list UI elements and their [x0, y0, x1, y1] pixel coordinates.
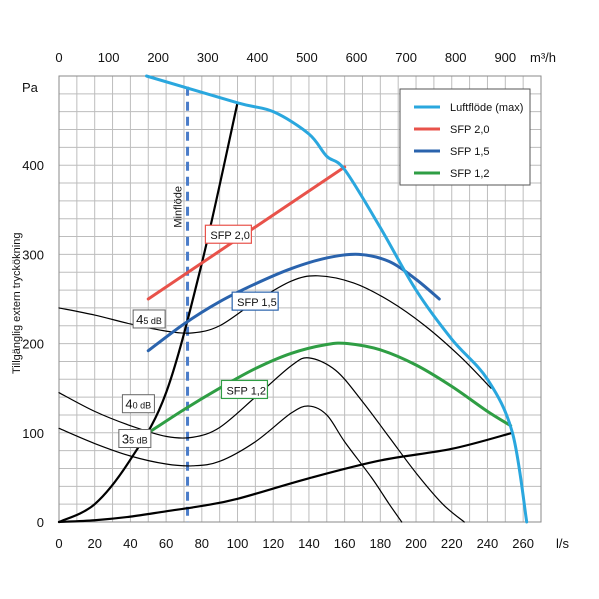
top-axis-ticks: 0 100 200 300 400 500 600 700 800 900 [55, 50, 516, 65]
y-tick-label: 300 [22, 247, 44, 262]
annotations: Minflöde SFP 2,0 SFP 1,5 SFP 1,2 45 dB 40 dB 3… [118, 186, 279, 449]
legend-label: SFP 2,0 [450, 124, 490, 136]
top-tick-label: 300 [197, 50, 219, 65]
x-tick-label: 240 [477, 536, 499, 551]
series-line-luftfl-de-max- [144, 74, 529, 524]
top-tick-label: 100 [98, 50, 120, 65]
top-axis-unit: m³/h [530, 50, 556, 65]
x-tick-label: 180 [369, 536, 391, 551]
x-tick-label: 200 [405, 536, 427, 551]
db-label: 35 dB [122, 432, 148, 447]
x-tick-label: 140 [298, 536, 320, 551]
x-tick-label: 100 [227, 536, 249, 551]
x-axis-ticks: 0 20 40 60 80 100 120 140 160 180 200 220 240 260 [55, 536, 534, 551]
x-tick-label: 220 [441, 536, 463, 551]
y-axis-unit: Pa [22, 80, 39, 95]
minflow-label: Minflöde [173, 186, 185, 228]
system-curve-line [57, 431, 514, 524]
x-tick-label: 0 [55, 536, 62, 551]
x-tick-label: 260 [512, 536, 534, 551]
y-axis-ticks: 0 100 200 300 400 [22, 158, 44, 530]
y-axis-label: Tillgänglig extern tryckökning [11, 233, 23, 374]
sfp-label-box [220, 379, 269, 400]
sfp-label-box [231, 291, 279, 311]
db-label: 45 dB [136, 312, 162, 327]
x-tick-label: 160 [334, 536, 356, 551]
x-tick-label: 120 [262, 536, 284, 551]
plot-frame [58, 75, 542, 523]
legend-label: SFP 1,2 [450, 168, 490, 180]
y-tick-label: 200 [22, 337, 44, 352]
top-tick-label: 900 [494, 50, 516, 65]
x-tick-label: 20 [87, 536, 101, 551]
y-tick-label: 100 [22, 426, 44, 441]
db-label-box [132, 309, 166, 329]
x-tick-label: 80 [195, 536, 209, 551]
db-label-box [121, 394, 155, 414]
x-tick-label: 40 [123, 536, 137, 551]
x-tick-label: 60 [159, 536, 173, 551]
legend-label: SFP 1,5 [450, 146, 490, 158]
sfp-label: SFP 1,5 [237, 297, 277, 309]
legend-label: Luftflöde (max) [450, 102, 523, 114]
top-tick-label: 200 [147, 50, 169, 65]
sfp-label: SFP 2,0 [210, 230, 250, 242]
series-group [57, 74, 529, 524]
db-label-box [118, 429, 152, 449]
top-tick-label: 600 [346, 50, 368, 65]
x-axis-unit: l/s [556, 536, 570, 551]
top-tick-label: 0 [55, 50, 62, 65]
db-label: 40 dB [125, 397, 151, 412]
sound-curve-line [58, 405, 403, 523]
top-tick-label: 500 [296, 50, 318, 65]
sfp-label-box [204, 224, 252, 244]
top-tick-label: 800 [445, 50, 467, 65]
series-line-sfp-1-2 [146, 341, 513, 435]
y-tick-label: 0 [37, 515, 44, 530]
system-curve-line [57, 101, 239, 524]
top-tick-label: 700 [395, 50, 417, 65]
legend-box [399, 88, 531, 186]
legend: Luftflöde (max) SFP 2,0 SFP 1,5 SFP 1,2 [399, 88, 531, 186]
y-tick-label: 400 [22, 158, 44, 173]
sfp-label: SFP 1,2 [226, 385, 266, 397]
plot-border [58, 75, 542, 523]
top-tick-label: 400 [247, 50, 269, 65]
